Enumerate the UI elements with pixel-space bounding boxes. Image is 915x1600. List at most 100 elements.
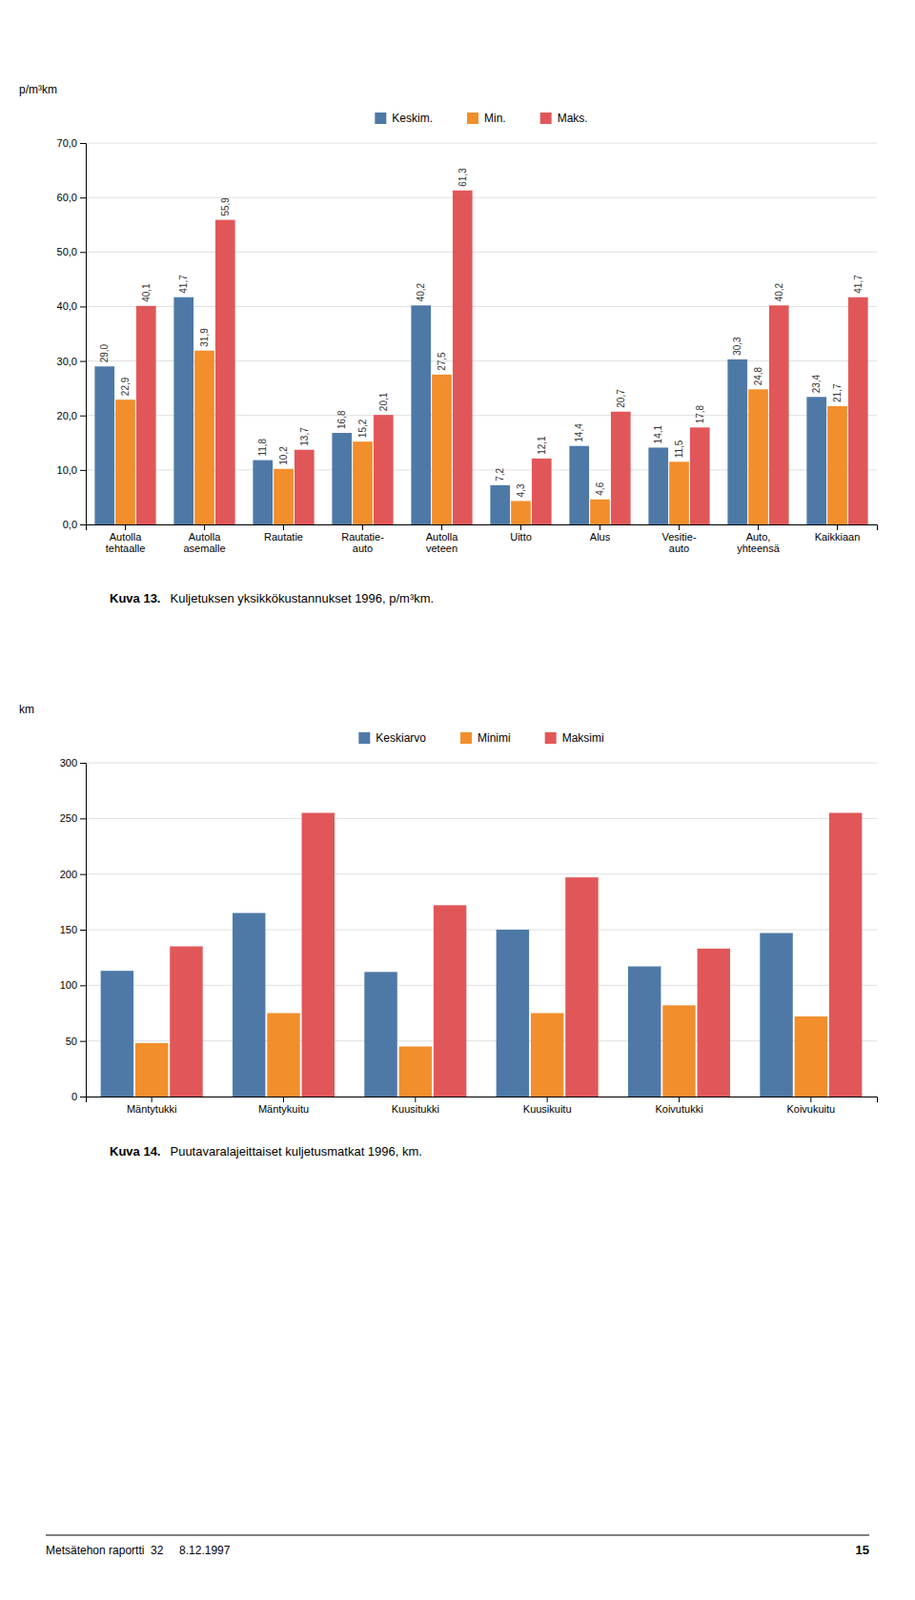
y-tick: 70,0 <box>57 137 86 149</box>
grid-line <box>85 142 877 144</box>
legend-swatch <box>467 112 479 124</box>
y-axis: 0,010,020,030,040,050,060,070,0 <box>57 137 87 530</box>
bar <box>690 427 711 525</box>
data-label: 15,2 <box>357 418 368 438</box>
x-tick: Kaikkiaan <box>814 524 861 543</box>
x-tick: Auto,yhteensä <box>736 524 781 554</box>
x-tick: Uitto <box>509 524 532 543</box>
y-tick-label: 70,0 <box>57 137 78 149</box>
x-axis: Autollatehtaalle Autollaasemalle Rautatie R… <box>86 524 878 554</box>
x-tick-mark <box>124 524 126 530</box>
x-tick-label: Rautatie-auto <box>341 530 385 555</box>
data-label: 40,1 <box>141 283 152 303</box>
x-tick-mark <box>151 1096 153 1102</box>
chart: 050100150200250300MäntytukkiMäntykuituKu… <box>19 702 878 1115</box>
x-tick: Autollatehtaalle <box>105 524 146 554</box>
y-tick-label: 250 <box>60 812 78 824</box>
x-tick-label: Autollatehtaalle <box>105 530 146 555</box>
y-tick: 150 <box>60 923 86 936</box>
x-tick-mark <box>362 524 364 530</box>
bar <box>273 468 294 525</box>
x-tick: Kuusitukki <box>391 1096 440 1115</box>
bar <box>136 305 157 525</box>
bar <box>410 305 431 525</box>
bar <box>569 446 590 525</box>
legend-swatch <box>540 112 552 124</box>
grid-line <box>85 984 877 986</box>
x-tick: Kuusikuitu <box>523 1096 572 1115</box>
data-label: 4,6 <box>594 481 606 495</box>
y-tick: 40,0 <box>57 300 86 312</box>
x-tick-mark <box>441 524 443 530</box>
bar <box>510 500 531 525</box>
x-tick-label: Koivutukki <box>654 1102 703 1115</box>
data-label: 21,7 <box>832 383 843 403</box>
x-tick-label: Vesitie-auto <box>661 530 696 555</box>
grid-line <box>85 251 877 253</box>
y-tick-mark <box>80 469 86 471</box>
y-tick-label: 30,0 <box>57 355 78 367</box>
legend-label: Maks. <box>557 111 589 125</box>
bar <box>431 374 452 525</box>
grid-line <box>85 305 877 307</box>
data-labels: 29,041,711,816,840,27,214,414,130,323,42… <box>99 167 864 498</box>
x-tick: Rautatie <box>264 524 304 543</box>
y-tick-label: 150 <box>60 923 78 936</box>
x-tick-label: Kuusikuitu <box>523 1102 572 1115</box>
legend-label: Keskiarvo <box>375 731 427 745</box>
bar <box>829 813 862 1098</box>
y-tick-mark <box>80 817 86 819</box>
data-label: 41,7 <box>853 274 864 294</box>
bar <box>589 499 610 525</box>
bar <box>101 970 134 1097</box>
legend-item: Keskiarvo <box>358 731 427 745</box>
x-tick-mark <box>203 524 205 530</box>
page: 29,041,711,816,840,27,214,414,130,323,42… <box>0 0 915 1600</box>
x-tick: Mäntytukki <box>126 1096 178 1115</box>
data-label: 55,9 <box>220 197 231 217</box>
y-tick: 0,0 <box>62 518 86 530</box>
x-tick-mark <box>414 1096 416 1102</box>
x-tick: Mäntykuitu <box>258 1096 309 1115</box>
y-tick: 0 <box>71 1090 86 1102</box>
y-tick-mark <box>80 251 86 253</box>
x-tick-mark <box>678 524 680 530</box>
x-axis-line <box>86 525 878 531</box>
x-tick: Rautatie-auto <box>341 524 385 554</box>
x-tick-mark <box>283 524 285 530</box>
y-tick-mark <box>80 361 86 363</box>
y-tick: 30,0 <box>57 355 86 367</box>
x-tick-label: Autollaasemalle <box>183 530 225 555</box>
bar <box>302 813 335 1098</box>
data-label: 11,5 <box>673 439 685 458</box>
bar <box>697 948 731 1097</box>
data-label: 14,4 <box>573 423 585 443</box>
bar <box>173 297 194 525</box>
y-tick: 50 <box>65 1035 86 1047</box>
bar <box>215 220 236 525</box>
x-tick-label: Kuusitukki <box>391 1102 440 1115</box>
y-tick: 250 <box>60 812 86 824</box>
x-tick-mark <box>678 1096 680 1102</box>
grid-line <box>85 762 877 764</box>
legend-item: Min. <box>467 111 507 125</box>
data-label: 22,9 <box>120 376 131 396</box>
legend-swatch <box>545 732 557 744</box>
x-tick: Koivukuitu <box>786 1096 835 1115</box>
y-tick-label: 10,0 <box>57 464 78 476</box>
y-axis-title: p/m³km <box>19 82 58 97</box>
data-label: 17,8 <box>694 404 706 424</box>
bar <box>531 458 552 525</box>
y-tick-label: 300 <box>60 756 78 769</box>
y-tick-mark <box>80 929 86 931</box>
bar <box>135 1042 168 1097</box>
legend-item: Maksimi <box>545 731 605 745</box>
legend-item: Maks. <box>540 111 589 125</box>
x-tick-mark <box>810 1096 812 1102</box>
bar <box>94 366 115 525</box>
chart: 29,041,711,816,840,27,214,414,130,323,42… <box>19 82 878 554</box>
bar <box>748 388 769 525</box>
data-label: 20,1 <box>378 391 389 411</box>
bar <box>252 460 273 525</box>
y-tick: 300 <box>60 756 86 769</box>
